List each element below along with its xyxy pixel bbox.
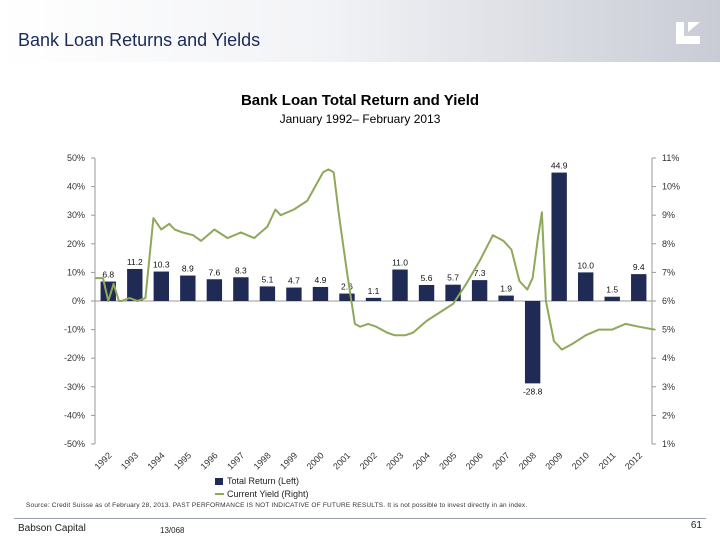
x-tick-label-1996: 1996 (199, 450, 220, 471)
page-number: 61 (690, 520, 702, 531)
bar-2012 (631, 274, 647, 301)
bar-1995 (180, 275, 196, 301)
bar-2008 (524, 301, 541, 384)
bar-label-2007: 1.9 (500, 284, 512, 294)
right-axis-tick-label: 6% (662, 296, 675, 306)
bar-label-2008: -28.8 (523, 386, 543, 396)
right-axis-tick-label: 7% (662, 267, 675, 277)
chart-subtitle: January 1992– February 2013 (279, 112, 441, 126)
left-axis-tick-label: -30% (64, 382, 85, 392)
right-axis-tick-label: 9% (662, 210, 675, 220)
bar-1994 (153, 271, 170, 301)
bar-2004 (418, 284, 435, 301)
yield-line (95, 168, 655, 351)
bar-2006 (471, 280, 488, 301)
bar-label-1996: 7.6 (208, 267, 220, 277)
bar-label-1997: 8.3 (235, 265, 247, 275)
x-tick-label-2009: 2009 (543, 450, 564, 471)
footer-divider (14, 518, 706, 519)
bank-loan-chart: 50% 40% 30% 20% 10% 0% -10% -20% -30% -40% -50% 11%… (64, 153, 680, 499)
left-axis-tick-label: -50% (64, 439, 85, 449)
x-tick-label-2005: 2005 (437, 450, 458, 471)
x-tick-label-2011: 2011 (597, 450, 618, 471)
bar-label-2006: 7.3 (474, 268, 486, 278)
x-tick-label-1997: 1997 (225, 450, 246, 471)
x-tick-label-2007: 2007 (490, 450, 511, 471)
x-tick-label-2012: 2012 (623, 450, 644, 471)
legend-label-total-return: Total Return (Left) (227, 476, 299, 486)
bar-2011 (604, 296, 620, 301)
left-axis-tick-label: -40% (64, 410, 85, 420)
bar-1999 (286, 287, 302, 301)
bar-label-1994: 10.3 (153, 260, 170, 270)
bar-2007 (498, 295, 514, 301)
bar-label-2011: 1.5 (606, 285, 618, 295)
company-logo-icon (676, 22, 700, 44)
left-axis-tick-label: -10% (64, 325, 85, 335)
bar-label-1998: 5.1 (261, 274, 273, 284)
x-tick-label-2008: 2008 (517, 450, 538, 471)
x-tick-label-2001: 2001 (331, 450, 352, 471)
x-tick-label-1999: 1999 (278, 450, 299, 471)
bar-label-2012: 9.4 (633, 262, 645, 272)
x-tick-label-2000: 2000 (305, 450, 326, 471)
left-axis-tick-label: 20% (67, 239, 85, 249)
left-axis-tick-label: 30% (67, 210, 85, 220)
bar-2002 (365, 297, 382, 301)
bar-2000 (312, 286, 329, 301)
bar-label-1999: 4.7 (288, 276, 300, 286)
left-axis-tick-label: 50% (67, 153, 85, 163)
bar-label-2002: 1.1 (368, 286, 380, 296)
right-axis-tick-label: 3% (662, 382, 675, 392)
left-axis-tick-label: 40% (67, 182, 85, 192)
footer-code: 13/068 (160, 526, 185, 535)
footer-company: Babson Capital (18, 523, 86, 534)
bar-1998 (259, 286, 276, 301)
bar-2003 (392, 269, 408, 301)
bar-label-2004: 5.6 (421, 273, 433, 283)
bar-label-1993: 11.2 (127, 257, 143, 267)
bar-2001 (339, 293, 355, 301)
bar-label-1992: 6.8 (102, 270, 114, 280)
x-tick-label-1993: 1993 (119, 450, 140, 471)
slide-header: Bank Loan Returns and Yields (0, 0, 720, 62)
bar-1997 (233, 277, 249, 301)
x-tick-label-1994: 1994 (145, 450, 166, 471)
bar-label-2003: 11.0 (392, 258, 408, 268)
left-axis-tick-label: 0% (72, 296, 85, 306)
bar-2009 (551, 172, 567, 301)
x-tick-label-1992: 1992 (92, 450, 113, 471)
x-tick-label-2010: 2010 (570, 450, 591, 471)
bar-2010 (577, 272, 594, 301)
left-axis-tick-label: 10% (67, 267, 85, 277)
right-axis-tick-label: 8% (662, 239, 675, 249)
x-tick-label-2006: 2006 (464, 450, 485, 471)
slide-title: Bank Loan Returns and Yields (18, 30, 261, 50)
x-tick-label-2002: 2002 (358, 450, 379, 471)
right-axis-tick-label: 2% (662, 410, 675, 420)
bar-label-2009: 44.9 (551, 161, 568, 171)
x-tick-label-2004: 2004 (411, 450, 432, 471)
bar-label-2000: 4.9 (315, 275, 327, 285)
chart-title: Bank Loan Total Return and Yield (240, 92, 480, 109)
x-tick-label-1995: 1995 (172, 450, 193, 471)
bar-label-2001: 2.6 (341, 282, 353, 292)
right-axis-tick-label: 4% (662, 353, 675, 363)
x-tick-label-1998: 1998 (252, 450, 273, 471)
bar-label-2010: 10.0 (577, 260, 594, 270)
right-axis-tick-label: 1% (662, 439, 675, 449)
source-note: Source: Credit Suisse as of February 28,… (26, 502, 528, 509)
bar-2005 (445, 284, 461, 301)
left-axis-tick-label: -20% (64, 353, 85, 363)
right-axis-tick-label: 10% (662, 182, 680, 192)
right-axis-tick-label: 11% (662, 153, 679, 163)
bar-label-1995: 8.9 (182, 264, 194, 274)
legend-label-current-yield: Current Yield (Right) (227, 489, 309, 499)
x-tick-label-2003: 2003 (384, 450, 405, 471)
bar-label-2005: 5.7 (447, 273, 459, 283)
bar-1993 (127, 268, 143, 301)
bar-1996 (206, 279, 223, 301)
legend-swatch-total-return (215, 478, 223, 485)
right-axis-tick-label: 5% (662, 325, 675, 335)
